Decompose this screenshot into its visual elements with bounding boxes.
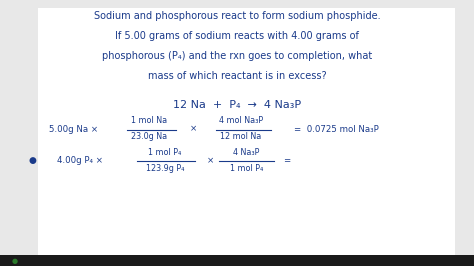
- Text: mass of which reactant is in excess?: mass of which reactant is in excess?: [148, 71, 326, 81]
- Text: If 5.00 grams of sodium reacts with 4.00 grams of: If 5.00 grams of sodium reacts with 4.00…: [115, 31, 359, 41]
- Text: ×: ×: [190, 124, 197, 134]
- Text: phosphorous (P₄) and the rxn goes to completion, what: phosphorous (P₄) and the rxn goes to com…: [102, 51, 372, 61]
- Text: 4 Na₃P: 4 Na₃P: [233, 148, 260, 157]
- Text: 4.00g P₄ ×: 4.00g P₄ ×: [56, 156, 103, 165]
- Text: ●: ●: [28, 156, 36, 165]
- Text: 12 Na  +  P₄  →  4 Na₃P: 12 Na + P₄ → 4 Na₃P: [173, 100, 301, 110]
- Text: 23.0g Na: 23.0g Na: [131, 132, 167, 141]
- Text: 1 mol Na: 1 mol Na: [131, 116, 167, 125]
- Text: 1 mol P₄: 1 mol P₄: [148, 148, 182, 157]
- Bar: [0, 255, 474, 266]
- Text: 4 mol Na₃P: 4 mol Na₃P: [219, 116, 263, 125]
- Text: 12 mol Na: 12 mol Na: [220, 132, 262, 141]
- Text: 123.9g P₄: 123.9g P₄: [146, 164, 184, 173]
- Text: ●: ●: [11, 258, 17, 264]
- Text: 1 mol P₄: 1 mol P₄: [230, 164, 263, 173]
- Text: =  0.0725 mol Na₃P: = 0.0725 mol Na₃P: [294, 124, 379, 134]
- Bar: [38, 8, 455, 255]
- Text: ×: ×: [207, 156, 215, 165]
- Text: Sodium and phosphorous react to form sodium phosphide.: Sodium and phosphorous react to form sod…: [94, 11, 380, 21]
- Text: 5.00g Na ×: 5.00g Na ×: [49, 124, 98, 134]
- Text: =: =: [283, 156, 291, 165]
